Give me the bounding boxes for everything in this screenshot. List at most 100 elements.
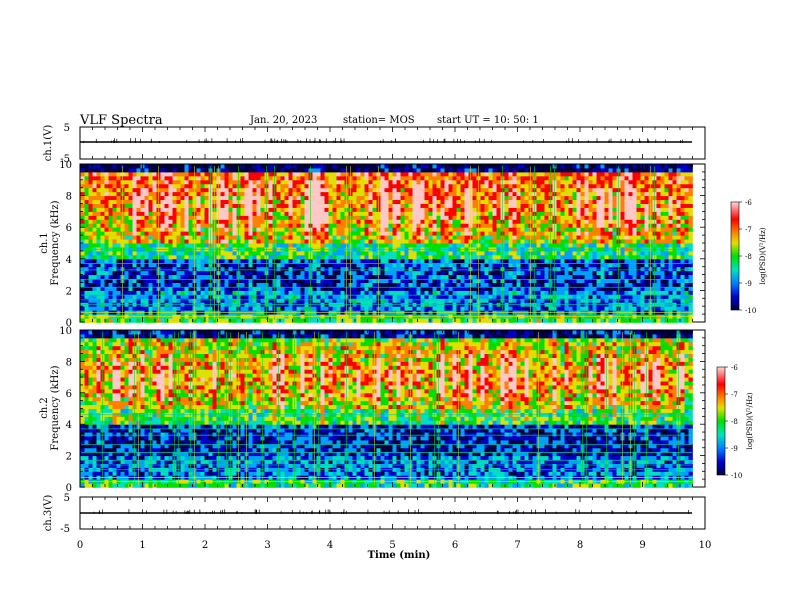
spectrogram-cell [252, 275, 257, 280]
spectrogram-cell [296, 251, 301, 256]
spectrogram-cell [320, 204, 325, 209]
spectrogram-cell [360, 172, 365, 177]
spectrogram-cell [152, 235, 157, 240]
spectrogram-cell [460, 251, 465, 256]
spectrogram-cell [324, 211, 329, 217]
spectrogram-cell [496, 275, 501, 280]
spectrogram-cell [172, 298, 177, 304]
spectrogram-cell [236, 318, 241, 323]
spectrogram-cell [104, 251, 109, 256]
spectrogram-cell [560, 223, 565, 228]
spectrogram-cell [508, 243, 513, 248]
spectrogram-cell [520, 184, 525, 189]
spectrogram-cell [424, 188, 429, 193]
spectrogram-cell [408, 306, 413, 311]
spectrogram-cell [300, 172, 305, 177]
spectrogram-cell [312, 172, 317, 177]
spectrogram-cell [200, 259, 205, 264]
spectrogram-cell [332, 184, 337, 189]
spectrogram-cell [328, 255, 333, 260]
spectrogram-cell [188, 207, 193, 213]
spectrogram-cell [432, 176, 437, 181]
spectrogram-cell [508, 286, 513, 292]
spectrogram-cell [296, 211, 301, 217]
spectrogram-cell [364, 196, 369, 201]
spectrogram-cell [324, 306, 329, 311]
spectrogram-cell [504, 215, 509, 221]
spectrogram-cell [244, 176, 249, 181]
spectrogram-cell [332, 290, 337, 296]
spectrogram-cell [124, 267, 129, 272]
spectrogram-cell [448, 267, 453, 272]
spectrogram-cell [176, 243, 181, 248]
spectrogram-cell [404, 204, 409, 209]
spectrogram-cell [332, 243, 337, 248]
spectrogram-cell [496, 251, 501, 256]
spectrogram-cell [292, 251, 297, 256]
spectrogram-cell [148, 204, 153, 209]
spectrogram-cell [204, 290, 209, 296]
spectrogram-cell [256, 318, 261, 323]
spectrogram-cell [276, 306, 281, 311]
spectrogram-cell [424, 318, 429, 323]
spectrogram-cell [492, 283, 497, 288]
spectrogram-cell [148, 227, 153, 232]
spectrogram-cell [484, 188, 489, 193]
spectrogram-cell [516, 306, 521, 311]
spectrogram-cell [276, 279, 281, 284]
spectrogram-cell [160, 184, 165, 189]
spectrogram-cell [504, 255, 509, 260]
spectrogram-cell [172, 294, 177, 300]
spectrogram-cell [164, 223, 169, 228]
spectrogram-cell [204, 279, 209, 284]
spectrogram-cell [504, 263, 509, 268]
spectrogram-cell [428, 200, 433, 205]
spectrogram-cell [524, 290, 529, 296]
spectrogram-cell [492, 164, 497, 169]
spectrogram-cell [332, 188, 337, 193]
spectrogram-cell [200, 286, 205, 292]
spectrogram-cell [428, 223, 433, 228]
spectrogram-cell [492, 239, 497, 244]
spectrogram-cell [220, 207, 225, 213]
spectrogram-cell [484, 259, 489, 264]
spectrogram-cell [396, 318, 401, 323]
figure-title: VLF Spectra [79, 113, 163, 128]
spectrogram-cell [316, 283, 321, 288]
spectrogram-cell [456, 172, 461, 177]
spectrogram-cell [80, 211, 85, 217]
spectrogram-cell [540, 235, 545, 240]
spectrogram-cell [536, 227, 541, 232]
spectrogram-cell [472, 227, 477, 232]
spectrogram-cell [400, 283, 405, 288]
spectrogram-cell [360, 263, 365, 268]
spectrogram-cell [564, 215, 569, 221]
spectrogram-cell [332, 172, 337, 177]
spectrogram-cell [508, 318, 513, 323]
spectrogram-cell [444, 192, 449, 197]
spectrogram-cell [200, 239, 205, 244]
spectrogram-cell [284, 318, 289, 323]
spectrogram-cell [196, 184, 201, 189]
spectrogram-cell [444, 200, 449, 205]
spectrogram-cell [340, 192, 345, 197]
spectrogram-cell [80, 239, 85, 244]
spectrogram-cell [256, 188, 261, 193]
spectrogram-cell [504, 192, 509, 197]
spectrogram-cell [328, 184, 333, 189]
spectrogram-cell [160, 263, 165, 268]
spectrogram-cell [336, 318, 341, 323]
spectrogram-cell [108, 180, 113, 185]
spectrogram-cell [136, 267, 141, 272]
spectrogram-cell [388, 294, 393, 300]
spectrogram-cell [392, 267, 397, 272]
spectrogram-cell [320, 263, 325, 268]
spectrogram-cell [280, 255, 285, 260]
spectrogram-cell [372, 239, 377, 244]
spectrogram-cell [252, 231, 257, 236]
spectrogram-cell [204, 200, 209, 205]
spectrogram-cell [524, 251, 529, 256]
spectrogram-cell [188, 298, 193, 304]
start-time-label: start UT = 10: 50: 1 [437, 115, 539, 126]
spectrogram-cell [288, 200, 293, 205]
